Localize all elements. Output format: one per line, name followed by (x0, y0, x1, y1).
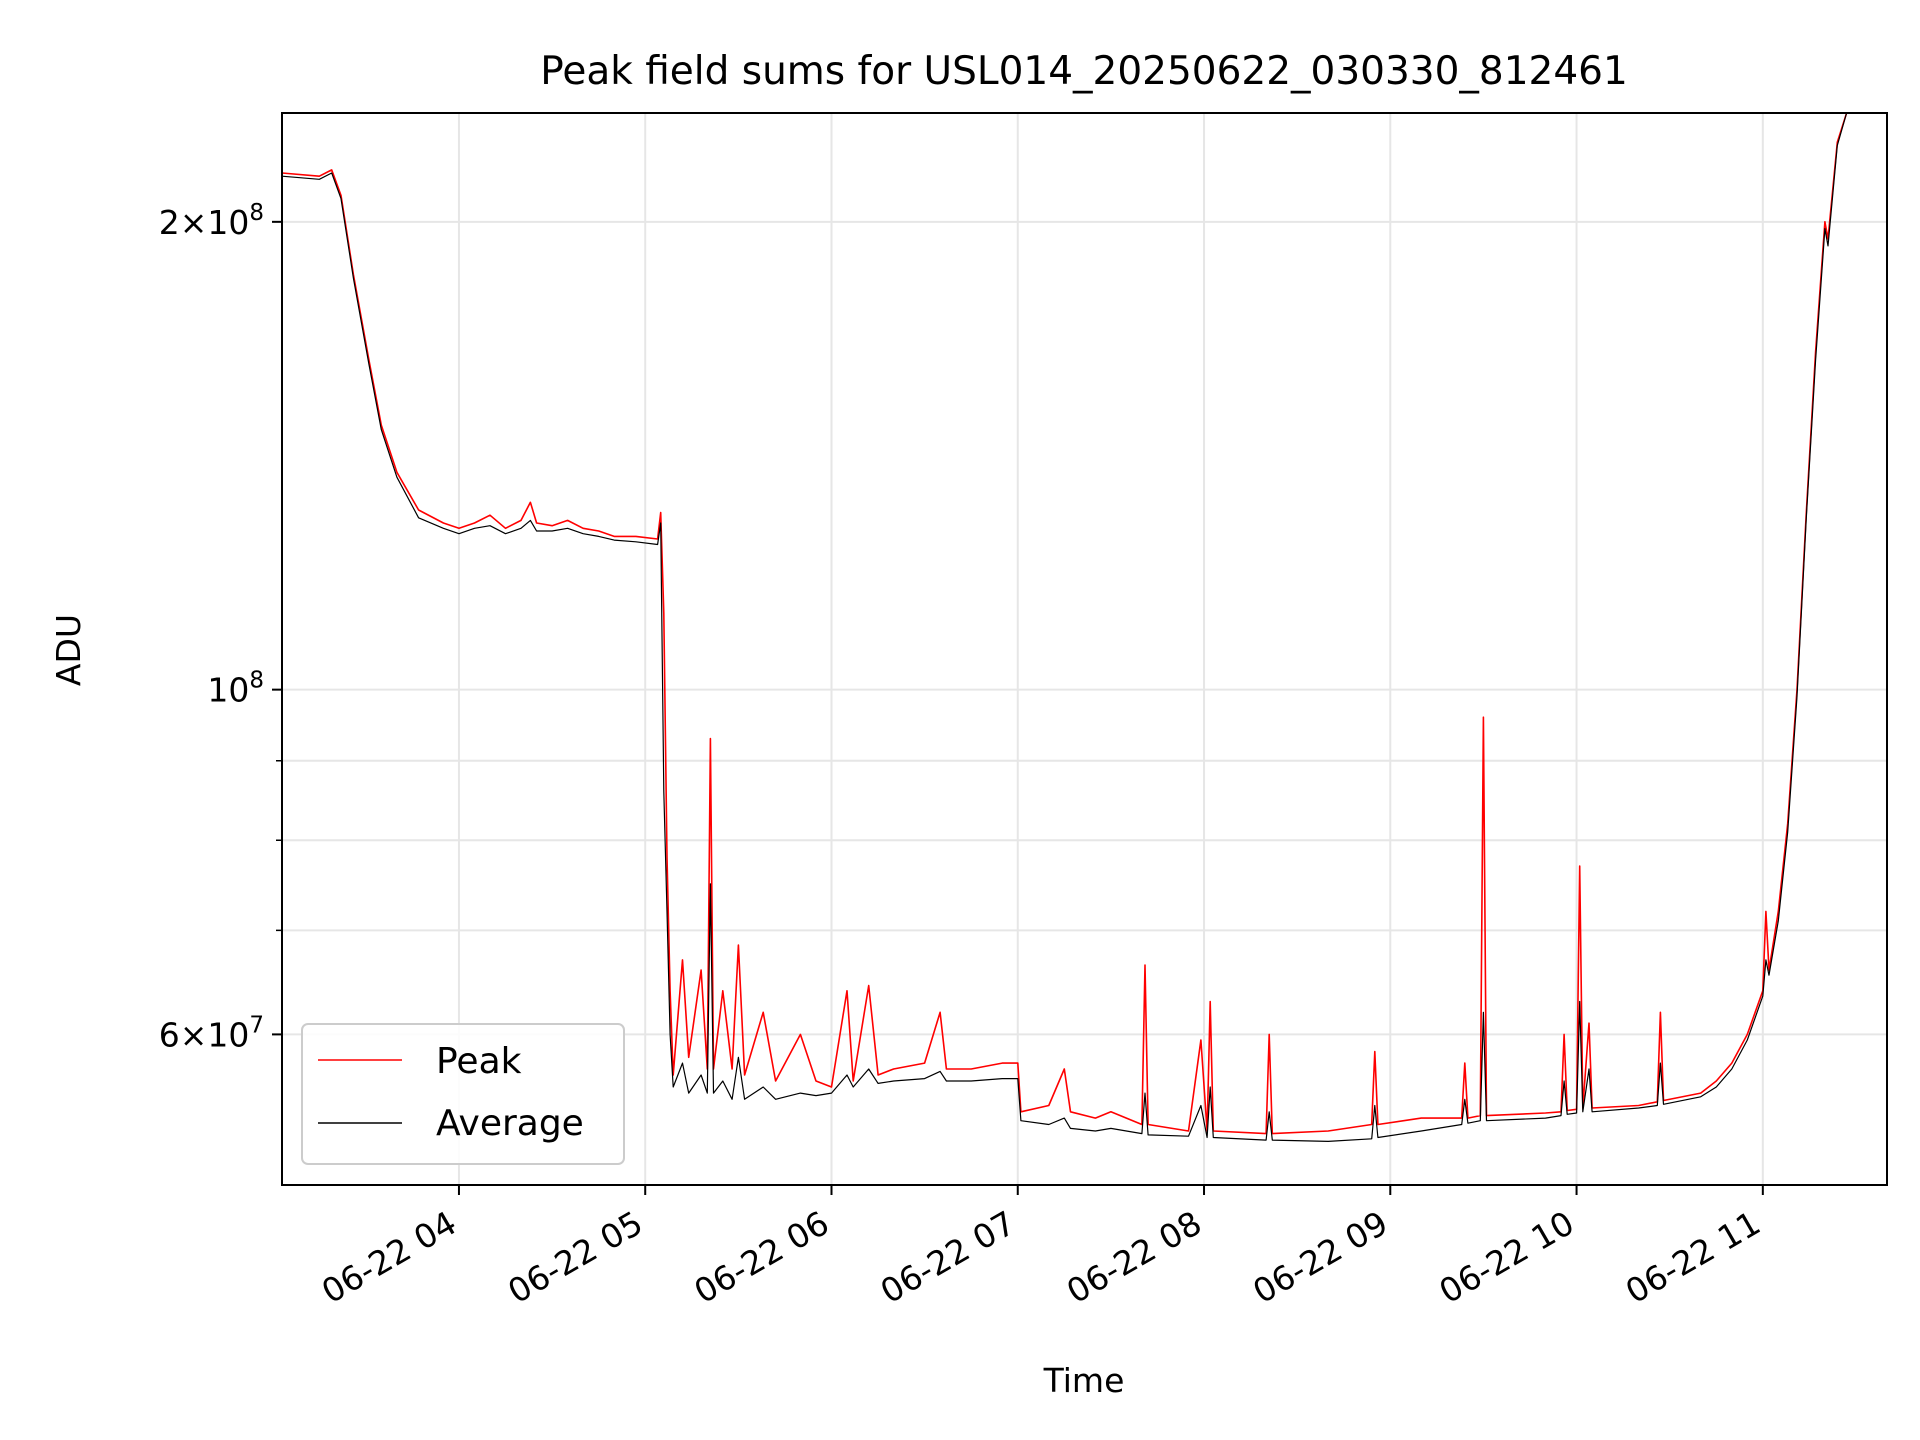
y-axis-label: ADU (49, 614, 88, 686)
y-tick-times: × (180, 203, 208, 242)
y-tick-base: 10 (207, 1015, 249, 1054)
y-tick-base: 10 (207, 671, 249, 710)
y-tick-exponent: 7 (249, 1012, 264, 1038)
legend: Peak Average (301, 1023, 625, 1165)
legend-average-label: Average (436, 1103, 584, 1144)
y-tick-mantissa: 2 (159, 203, 180, 242)
x-axis-label: Time (1043, 1361, 1125, 1400)
legend-frame (301, 1023, 625, 1165)
grid (282, 113, 1887, 1185)
y-tick-label: 108 (207, 668, 264, 710)
y-tick-exponent: 8 (249, 200, 264, 226)
y-tick-times: × (180, 1015, 208, 1054)
y-tick-label: 6×107 (159, 1012, 264, 1054)
y-tick-base: 10 (207, 203, 249, 242)
legend-peak-label: Peak (436, 1041, 522, 1082)
series-line-average (281, 112, 1887, 1142)
y-tick-exponent: 8 (249, 668, 264, 694)
y-tick-label: 2×108 (159, 200, 264, 242)
y-tick-mantissa: 6 (159, 1015, 180, 1054)
plot-series (281, 112, 1887, 1142)
plot-frame (281, 112, 1888, 1186)
chart-title: Peak field sums for USL014_20250622_0303… (540, 49, 1628, 94)
series-line-peak (281, 112, 1887, 1135)
